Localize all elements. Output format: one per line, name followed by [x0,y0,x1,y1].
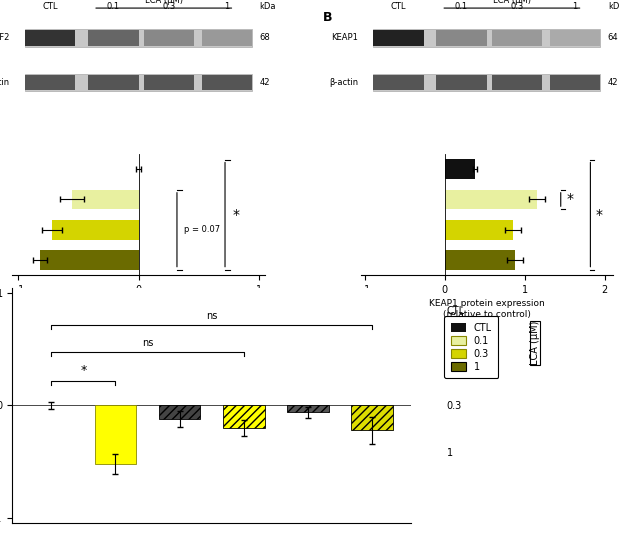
Text: KEAP1: KEAP1 [331,33,358,42]
Text: LCA (μM): LCA (μM) [493,0,531,5]
Legend: CTL, 0.1, 0.3, 1: CTL, 0.1, 0.3, 1 [444,316,498,379]
Bar [550,75,600,90]
Bar [444,160,475,179]
Bar [88,75,139,90]
Bar [202,30,252,46]
X-axis label: KEAP1 protein expression
(relative to control): KEAP1 protein expression (relative to co… [429,299,545,319]
Text: *: * [80,364,87,378]
Text: 42: 42 [259,78,270,87]
Bar [95,405,136,464]
Bar [25,30,76,46]
Text: B: B [322,11,332,24]
Text: *: * [596,208,603,222]
Text: LCA (μM): LCA (μM) [145,0,183,5]
Bar [444,220,513,240]
Text: ns: ns [206,311,217,321]
Bar [287,405,329,412]
Bar [202,75,252,90]
Text: LCA (μM): LCA (μM) [530,320,540,365]
Bar [25,29,252,47]
Bar [144,75,194,90]
Bar [373,29,600,47]
Bar [351,405,393,430]
Text: 64: 64 [608,33,618,42]
Text: β-actin: β-actin [0,78,10,87]
Bar [550,30,600,46]
Bar [158,405,201,419]
Bar [491,75,542,90]
Text: 0.1: 0.1 [106,2,120,11]
Text: *: * [566,192,573,207]
Text: 1: 1 [446,448,452,458]
Text: 0.3: 0.3 [162,2,175,11]
Bar [436,75,487,90]
Bar [223,405,264,428]
Text: 1: 1 [573,2,578,11]
Bar [444,250,515,270]
Bar [491,30,542,46]
Bar [444,190,537,209]
X-axis label: NRF2 protein expression
(relative to control): NRF2 protein expression (relative to con… [83,299,194,319]
Bar [144,30,194,46]
Bar [25,74,252,91]
Text: kDa: kDa [608,2,619,11]
Text: CTL: CTL [391,2,406,11]
Bar [436,30,487,46]
Bar [88,30,139,46]
Text: 42: 42 [608,78,618,87]
Text: β-actin: β-actin [329,78,358,87]
Text: 0.3: 0.3 [446,400,462,411]
Text: 0.3: 0.3 [510,2,524,11]
Text: kDa: kDa [259,2,276,11]
Text: CTL: CTL [446,307,465,317]
Bar [373,30,423,46]
Text: 1: 1 [224,2,230,11]
Text: 68: 68 [259,33,271,42]
Text: 0.1: 0.1 [446,354,462,364]
Bar [373,75,423,90]
Text: ns: ns [142,338,154,348]
Bar [373,74,600,91]
Text: 0.1: 0.1 [455,2,468,11]
Text: p = 0.07: p = 0.07 [184,225,220,234]
Text: *: * [232,208,239,222]
Bar [52,220,139,240]
Text: CTL: CTL [43,2,58,11]
Bar [25,75,76,90]
Text: NRF2: NRF2 [0,33,10,42]
Bar [40,250,139,270]
Bar [72,190,139,209]
